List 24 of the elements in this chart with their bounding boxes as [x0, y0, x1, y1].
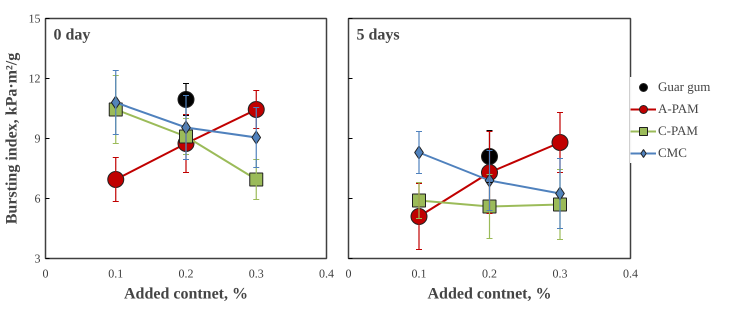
legend-label: C-PAM	[658, 123, 698, 139]
x-tick-label: 0	[346, 266, 352, 280]
x-tick-label: 0.1	[412, 266, 426, 280]
x-tick-label: 0.1	[108, 266, 124, 280]
legend-label: Guar gum	[658, 79, 710, 95]
legend-label: CMC	[658, 145, 687, 161]
y-tick-label: 12	[28, 72, 40, 86]
y-tick-label: 6	[34, 192, 40, 206]
x-tick-label: 0	[42, 266, 48, 280]
x-tick-label: 0.3	[248, 266, 264, 280]
annotation: 0 day	[54, 26, 90, 44]
x-axis-title: Added contnet, %	[427, 286, 552, 302]
x-tick-label: 0.4	[623, 266, 638, 280]
x-tick-label: 0.3	[552, 266, 568, 280]
y-tick-label: 3	[34, 252, 40, 266]
x-tick-label: 0.4	[319, 266, 334, 280]
annotation: 5 days	[356, 26, 400, 44]
x-tick-label: 0.2	[178, 266, 194, 280]
x-axis-title: Added contnet, %	[124, 286, 248, 302]
y-axis-title: Bursting index, kPa·m²/g	[4, 52, 20, 224]
legend-label: A-PAM	[658, 101, 699, 117]
x-tick-label: 0.2	[482, 266, 497, 280]
y-tick-label: 15	[28, 12, 40, 26]
y-tick-label: 9	[34, 132, 40, 146]
